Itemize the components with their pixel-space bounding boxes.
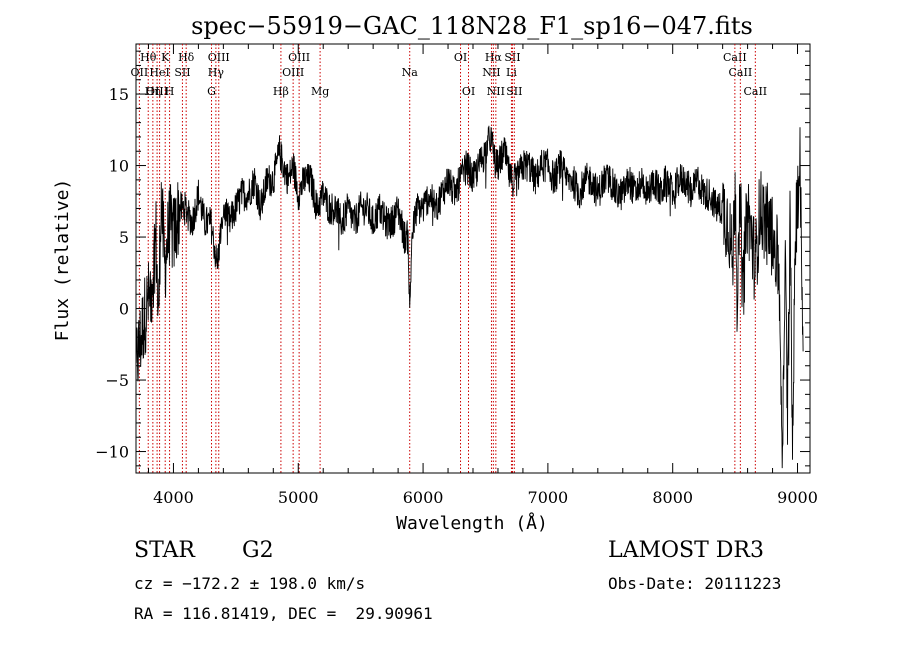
plot-frame [135, 43, 811, 474]
line-marker-label: Hθ [140, 51, 157, 64]
line-marker-label: H [165, 85, 175, 98]
y-axis-label: Flux (relative) [52, 179, 73, 342]
line-marker-label: OI [454, 51, 467, 64]
spectrum-series [135, 125, 804, 469]
y-tick-label: 15 [109, 85, 129, 104]
line-marker-label: Na [402, 66, 419, 79]
y-tick-label: −5 [105, 371, 129, 390]
line-marker-label: Hδ [178, 51, 195, 64]
y-tick-label: 0 [119, 300, 129, 319]
line-marker-label: OIII [146, 85, 168, 98]
y-tick-label: −10 [95, 443, 129, 462]
x-tick-label: 8000 [652, 488, 693, 507]
line-marker-label: Li [506, 66, 517, 79]
line-marker-label: CaII [729, 66, 753, 79]
sky-coordinates: RA = 116.81419, DEC = 29.90961 [134, 604, 433, 623]
line-marker-label: G [207, 85, 216, 98]
line-marker-label: OI [462, 85, 475, 98]
x-tick-label: 9000 [777, 488, 818, 507]
observation-date: Obs-Date: 20111223 [608, 574, 782, 593]
line-marker-label: Mg [311, 85, 329, 98]
line-marker-label: SII [174, 66, 190, 79]
line-marker-label: HeI [149, 66, 169, 79]
line-marker-label: NII [487, 85, 505, 98]
line-marker-label: Hη [145, 85, 161, 98]
spectrum-line [135, 125, 804, 469]
line-marker-label: OIII [288, 51, 310, 64]
axis-ticks: 4000 5000 6000 7000 8000 9000 −10 −5 0 5 10 15 [95, 44, 818, 507]
line-marker-label: OII [131, 66, 149, 79]
object-subclass: G2 [242, 538, 274, 563]
y-tick-label: 10 [109, 157, 129, 176]
line-marker-label: K [161, 51, 170, 64]
line-marker-label: Hα [485, 51, 503, 64]
plot-border [135, 43, 811, 474]
x-tick-label: 6000 [403, 488, 444, 507]
object-class: STAR [134, 538, 195, 563]
x-tick-label: 7000 [528, 488, 569, 507]
survey-name: LAMOST DR3 [608, 538, 764, 563]
line-marker-label: CaII [723, 51, 747, 64]
x-axis-label: Wavelength (Å) [396, 512, 548, 534]
line-marker-label: SII [506, 85, 522, 98]
line-marker-label: CaII [743, 85, 767, 98]
line-marker-label: OIII [208, 51, 230, 64]
line-marker-label: OIII [282, 66, 304, 79]
line-marker-label: SII [504, 51, 520, 64]
x-tick-label: 5000 [278, 488, 319, 507]
x-tick-label: 4000 [153, 488, 194, 507]
line-marker-label: Hβ [273, 85, 289, 98]
redshift-velocity: cz = −172.2 ± 198.0 km/s [134, 574, 366, 593]
chart-title: spec−55919−GAC_118N28_F1_sp16−047.fits [191, 12, 753, 40]
line-marker-label: NII [482, 66, 500, 79]
line-marker-label: Hγ [208, 66, 225, 79]
y-tick-label: 5 [119, 228, 129, 247]
